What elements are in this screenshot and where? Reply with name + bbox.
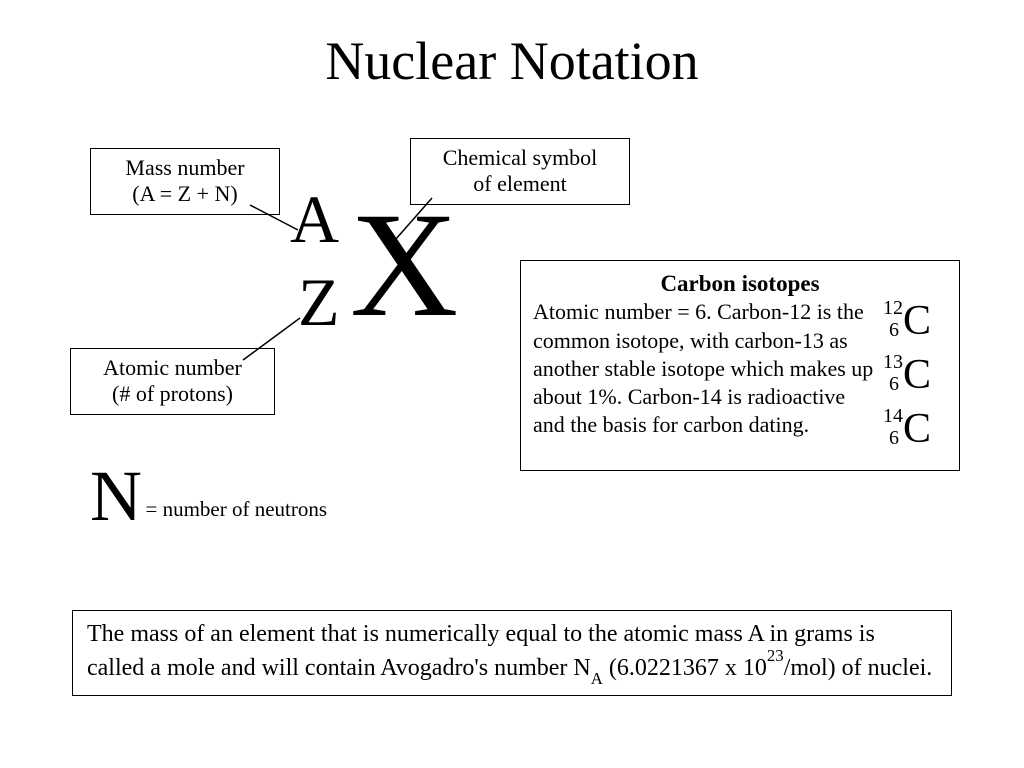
- nuclear-notation-symbol: A Z X: [280, 190, 480, 380]
- isotope-atomic-number: 6: [889, 374, 899, 394]
- neutrons-definition: N = number of neutrons: [90, 460, 329, 532]
- isotope-c14: 14 6 C: [883, 406, 947, 460]
- isotope-c13: 13 6 C: [883, 352, 947, 406]
- isotope-mass: 12: [883, 298, 903, 318]
- atomic-number-line2: (# of protons): [85, 381, 260, 407]
- mole-text-mid: (6.0221367 x 10: [603, 655, 767, 681]
- chemical-symbol-line1: Chemical symbol: [425, 145, 615, 171]
- neutron-symbol-N: N: [90, 460, 142, 532]
- carbon-body-text: Atomic number = 6. Carbon-12 is the comm…: [533, 298, 877, 460]
- mole-exponent-23: 23: [767, 646, 784, 665]
- mass-number-line1: Mass number: [105, 155, 265, 181]
- mass-number-label: Mass number (A = Z + N): [90, 148, 280, 215]
- mass-number-A: A: [290, 185, 339, 253]
- mole-text-post: /mol) of nuclei.: [784, 655, 933, 681]
- isotope-column: 12 6 C 13 6 C 14 6 C: [877, 298, 947, 460]
- isotope-c12: 12 6 C: [883, 298, 947, 352]
- mole-definition-box: The mass of an element that is numerical…: [72, 610, 952, 696]
- neutron-definition-text: = number of neutrons: [146, 497, 328, 522]
- mass-number-line2: (A = Z + N): [105, 181, 265, 207]
- atomic-number-Z: Z: [298, 268, 340, 336]
- isotope-mass: 13: [883, 352, 903, 372]
- slide-canvas: Nuclear Notation Mass number (A = Z + N)…: [0, 0, 1024, 768]
- isotope-atomic-number: 6: [889, 320, 899, 340]
- atomic-number-line1: Atomic number: [85, 355, 260, 381]
- isotope-atomic-number: 6: [889, 428, 899, 448]
- carbon-heading: Carbon isotopes: [533, 269, 947, 298]
- atomic-number-label: Atomic number (# of protons): [70, 348, 275, 415]
- carbon-isotopes-box: Carbon isotopes Atomic number = 6. Carbo…: [520, 260, 960, 471]
- page-title: Nuclear Notation: [0, 30, 1024, 92]
- isotope-element: C: [903, 354, 931, 396]
- element-symbol-X: X: [350, 190, 458, 340]
- mole-subscript-A: A: [591, 669, 603, 688]
- isotope-element: C: [903, 408, 931, 450]
- isotope-element: C: [903, 300, 931, 342]
- isotope-mass: 14: [883, 406, 903, 426]
